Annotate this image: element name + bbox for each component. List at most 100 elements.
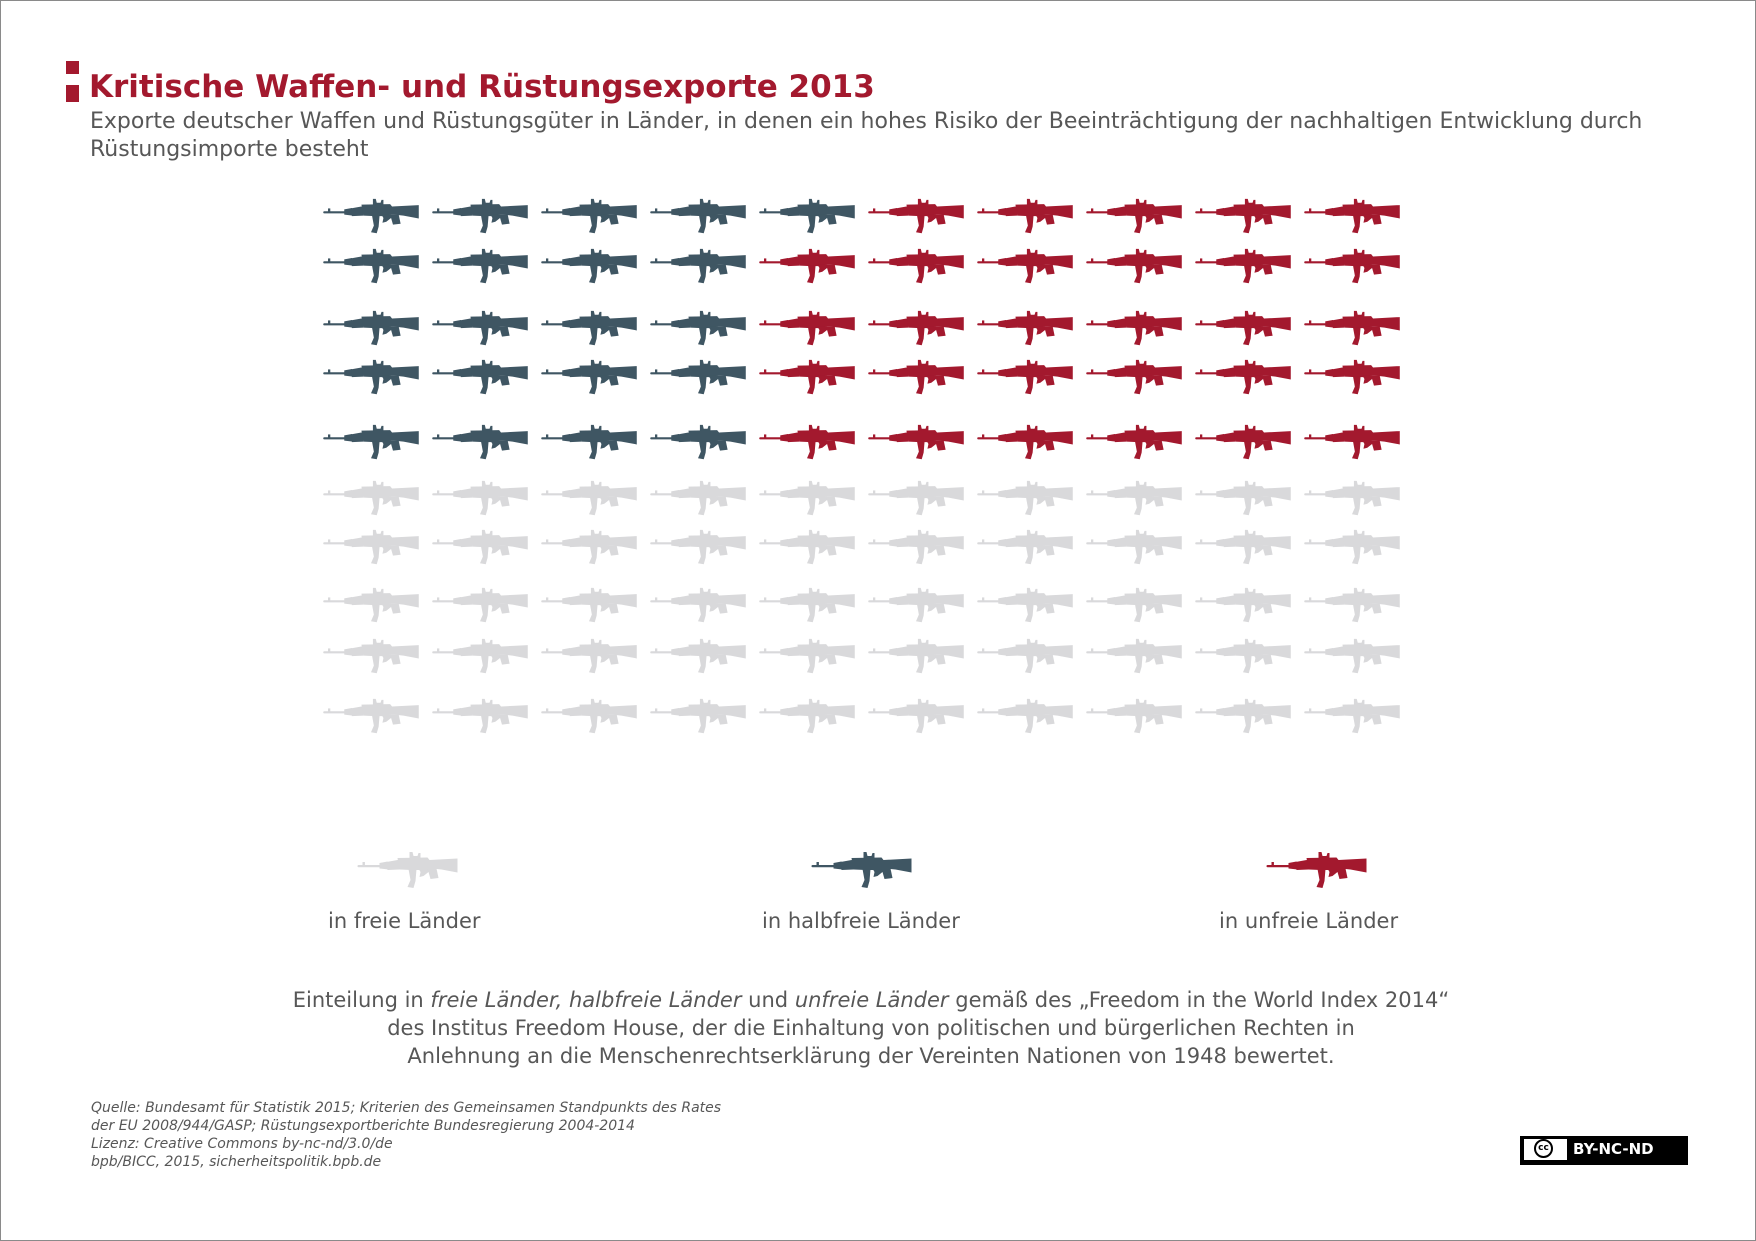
rifle-icon-unfrei — [1086, 248, 1182, 284]
chart-subtitle: Exporte deutscher Waffen und Rüstungsgüt… — [90, 109, 1643, 162]
rifle-icon-frei — [323, 587, 419, 623]
rifle-icon-unfrei — [868, 198, 964, 234]
rifle-icon-halbfrei — [541, 198, 637, 234]
rifle-icon-frei — [977, 480, 1073, 516]
rifle-icon-halbfrei — [432, 248, 528, 284]
rifle-icon-frei — [759, 638, 855, 674]
rifle-icon-halbfrei — [323, 359, 419, 395]
rifle-icon-unfrei — [868, 359, 964, 395]
rifle-icon-halbfrei — [432, 359, 528, 395]
rifle-icon-frei — [1195, 480, 1291, 516]
rifle-icon-unfrei — [1304, 248, 1400, 284]
rifle-icon-unfrei — [977, 198, 1073, 234]
rifle-icon-frei — [1195, 529, 1291, 565]
rifle-icon-unfrei — [977, 248, 1073, 284]
rifle-icon-unfrei — [977, 359, 1073, 395]
rifle-icon-frei — [541, 638, 637, 674]
rifle-icon-halbfrei — [323, 310, 419, 346]
rifle-icon-frei — [1086, 638, 1182, 674]
rifle-icon-frei — [1195, 587, 1291, 623]
chart-title: Kritische Waffen- und Rüstungsexporte 20… — [89, 69, 875, 105]
legend-rifle-icon-frei — [340, 849, 475, 894]
rifle-icon-unfrei — [1086, 198, 1182, 234]
rifle-icon-frei — [977, 587, 1073, 623]
rifle-icon-frei — [1195, 638, 1291, 674]
legend-rifle-icon-unfrei — [1249, 849, 1384, 894]
rifle-icon-unfrei — [1304, 198, 1400, 234]
term-frei: freie Länder, — [430, 988, 563, 1012]
rifle-icon-halbfrei — [432, 310, 528, 346]
rifle-icon-frei — [1086, 587, 1182, 623]
rifle-icon-halbfrei — [650, 310, 746, 346]
rifle-icon-frei — [323, 529, 419, 565]
rifle-icon-frei — [868, 480, 964, 516]
rifle-icon-frei — [977, 529, 1073, 565]
rifle-icon-frei — [759, 587, 855, 623]
rifle-icon-frei — [323, 480, 419, 516]
rifle-icon-frei — [1086, 480, 1182, 516]
rifle-icon-frei — [1304, 529, 1400, 565]
rifle-icon-frei — [650, 480, 746, 516]
rifle-icon-frei — [432, 698, 528, 734]
source-line-2: der EU 2008/944/GASP; Rüstungsexportberi… — [91, 1118, 635, 1134]
rifle-icon-halbfrei — [323, 198, 419, 234]
rifle-icon-unfrei — [1195, 310, 1291, 346]
rifle-icon-unfrei — [977, 424, 1073, 460]
rifle-icon-unfrei — [759, 359, 855, 395]
term-halbfrei: halbfreie Länder — [569, 988, 742, 1012]
rifle-icon-unfrei — [1195, 248, 1291, 284]
rifle-icon-unfrei — [1304, 424, 1400, 460]
rifle-icon-frei — [432, 638, 528, 674]
rifle-icon-frei — [650, 698, 746, 734]
rifle-icon-halbfrei — [650, 198, 746, 234]
rifle-icon-frei — [541, 698, 637, 734]
rifle-icon-frei — [977, 698, 1073, 734]
rifle-icon-unfrei — [1304, 359, 1400, 395]
rifle-icon-unfrei — [977, 310, 1073, 346]
rifle-icon-unfrei — [759, 424, 855, 460]
legend-label-halbfrei: in halbfreie Länder — [762, 909, 960, 933]
rifle-icon-halbfrei — [541, 359, 637, 395]
legend-rifle-icon-halbfrei — [794, 849, 929, 894]
rifle-icon-frei — [650, 638, 746, 674]
rifle-icon-halbfrei — [432, 198, 528, 234]
rifle-icon-unfrei — [868, 424, 964, 460]
rifle-icon-unfrei — [1086, 424, 1182, 460]
pictogram-grid — [323, 198, 1400, 734]
rifle-icon-frei — [868, 529, 964, 565]
rifle-icon-unfrei — [868, 310, 964, 346]
rifle-icon-frei — [759, 480, 855, 516]
rifle-icon-unfrei — [1195, 424, 1291, 460]
rifle-icon-frei — [541, 480, 637, 516]
rifle-icon-frei — [868, 587, 964, 623]
rifle-icon-frei — [1304, 638, 1400, 674]
rifle-icon-frei — [868, 698, 964, 734]
rifle-icon-frei — [1086, 529, 1182, 565]
publisher-line: bpb/BICC, 2015, sicherheitspolitik.bpb.d… — [91, 1154, 382, 1170]
rifle-icon-unfrei — [868, 248, 964, 284]
rifle-icon-frei — [541, 529, 637, 565]
term-unfrei: unfreie Länder — [794, 988, 949, 1012]
rifle-icon-halbfrei — [323, 424, 419, 460]
license-line: Lizenz: Creative Commons by-nc-nd/3.0/de — [91, 1136, 393, 1152]
rifle-icon-halbfrei — [541, 248, 637, 284]
rifle-icon-frei — [432, 587, 528, 623]
rifle-icon-unfrei — [759, 248, 855, 284]
rifle-icon-unfrei — [1195, 359, 1291, 395]
legend-label-frei: in freie Länder — [328, 909, 481, 933]
rifle-icon-frei — [432, 480, 528, 516]
rifle-icon-halbfrei — [650, 248, 746, 284]
rifle-icon-frei — [1304, 480, 1400, 516]
rifle-icon-halbfrei — [541, 310, 637, 346]
rifle-icon-frei — [650, 529, 746, 565]
title-marker-top — [66, 61, 79, 74]
cc-license-badge[interactable]: cc BY-NC-ND — [1520, 1136, 1688, 1165]
rifle-icon-halbfrei — [323, 248, 419, 284]
source-notes: Quelle: Bundesamt für Statistik 2015; Kr… — [91, 1099, 891, 1171]
rifle-icon-frei — [650, 587, 746, 623]
rifle-icon-unfrei — [1304, 310, 1400, 346]
rifle-icon-unfrei — [1195, 198, 1291, 234]
rifle-icon-frei — [1086, 698, 1182, 734]
rifle-icon-frei — [541, 587, 637, 623]
note-line-3: Anlehnung an die Menschenrechtserklärung… — [407, 1044, 1335, 1068]
